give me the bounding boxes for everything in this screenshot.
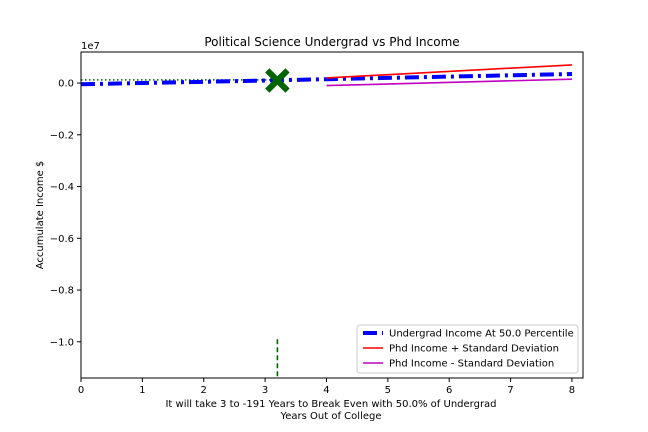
x-tick-label: 2 (201, 385, 207, 396)
legend-label-2: Phd Income - Standard Deviation (389, 359, 554, 370)
series-line-2 (326, 78, 573, 87)
series-line-0 (81, 72, 573, 87)
legend-frame (356, 324, 579, 374)
legend-label-0: Undergrad Income At 50.0 Percentile (389, 329, 574, 340)
x-tick-label: 4 (323, 385, 329, 396)
legend-label-1: Phd Income + Standard Deviation (389, 344, 559, 355)
x-tick-label: 1 (139, 385, 145, 396)
series-line-1 (326, 64, 573, 79)
break-even-marker (265, 68, 290, 93)
y-tick-label: −0.2 (50, 130, 74, 141)
x-tick-label: 8 (569, 385, 575, 396)
y-tick-label: −0.4 (50, 182, 74, 193)
plot-frame (80, 51, 584, 379)
y-tick-label: −0.6 (50, 234, 74, 245)
x-tick-label: 0 (78, 385, 84, 396)
y-axis-label: Accumulate Income $ (35, 161, 46, 270)
chart-title: Political Science Undergrad vs Phd Incom… (204, 35, 459, 49)
y-tick-label: −1.0 (50, 337, 74, 348)
x-tick-label: 5 (385, 385, 391, 396)
y-axis-offset-label: 1e7 (81, 41, 100, 52)
x-axis-label-line-2: Years Out of College (280, 411, 382, 422)
x-tick-label: 6 (446, 385, 452, 396)
y-tick-label: −0.8 (50, 286, 74, 297)
legend: Undergrad Income At 50.0 Percentile Phd I… (356, 324, 579, 374)
y-tick-label: 0.0 (58, 79, 74, 90)
x-tick-label: 7 (507, 385, 513, 396)
x-tick-label: 3 (262, 385, 268, 396)
x-axis-label-line-1: It will take 3 to -191 Years to Break Ev… (165, 399, 496, 410)
